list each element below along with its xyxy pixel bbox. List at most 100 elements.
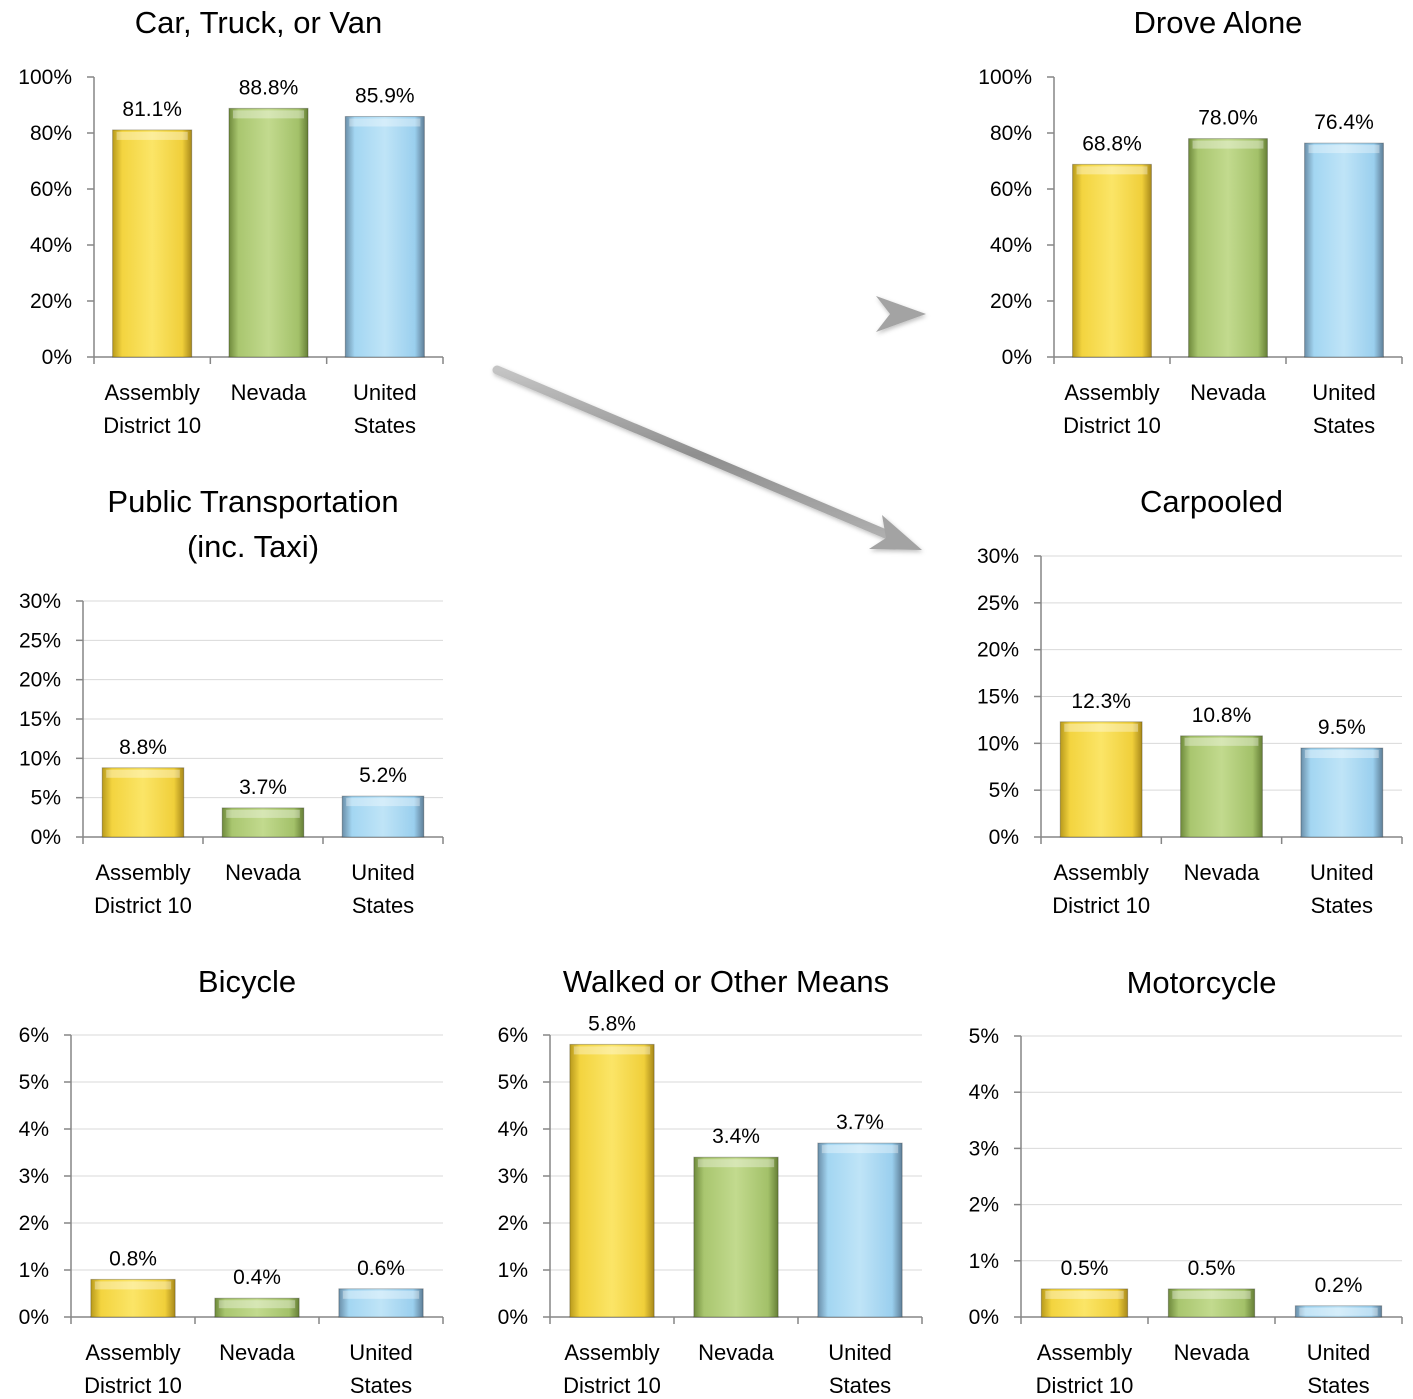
y-tick-label: 3%	[969, 1137, 999, 1160]
data-label: 8.8%	[119, 736, 167, 759]
bar-highlight	[1299, 1307, 1378, 1316]
bar-highlight	[573, 1046, 651, 1055]
y-tick-label: 1%	[969, 1250, 999, 1273]
category-label-united-states: States	[352, 893, 414, 918]
y-tick-label: 60%	[30, 178, 72, 201]
data-label: 76.4%	[1314, 111, 1374, 134]
bar-nevada	[228, 107, 309, 358]
y-tick-label: 25%	[19, 629, 61, 652]
category-label-assembly-district-10: Assembly	[1037, 1340, 1132, 1365]
bar-highlight	[232, 110, 305, 119]
chart-title: Public Transportation	[107, 484, 398, 519]
y-tick-label: 4%	[498, 1118, 528, 1141]
y-tick-label: 1%	[498, 1259, 528, 1282]
chart-car-truck-van: Car, Truck, or Van 0% 20% 40% 60% 80% 100% 81.1…	[18, 5, 444, 438]
bar-nevada	[1188, 138, 1268, 358]
y-tick-label: 0%	[31, 826, 61, 849]
category-label-assembly-district-10: Assembly	[564, 1340, 659, 1365]
data-label: 88.8%	[239, 76, 299, 99]
category-label-nevada: Nevada	[225, 860, 302, 885]
category-label-nevada: Nevada	[698, 1340, 775, 1365]
bar-assembly-district-10	[1059, 721, 1143, 838]
arrow-to-carpooled	[492, 365, 922, 550]
bar-nevada	[1167, 1288, 1256, 1318]
data-label: 0.4%	[233, 1266, 281, 1289]
y-tick-label: 5%	[31, 787, 61, 810]
y-tick-label: 100%	[978, 66, 1032, 89]
bar-highlight	[349, 118, 421, 127]
bar-united-states	[1304, 142, 1384, 358]
y-tick-label: 2%	[498, 1212, 528, 1235]
category-label-united-states: United	[1307, 1340, 1371, 1365]
category-label-assembly-district-10: District 10	[84, 1373, 182, 1398]
y-tick-label: 2%	[969, 1194, 999, 1217]
data-label: 68.8%	[1082, 132, 1142, 155]
data-label: 0.8%	[109, 1247, 157, 1270]
data-label: 0.6%	[357, 1257, 405, 1280]
category-label-united-states: United	[1312, 380, 1376, 405]
y-tick-label: 6%	[498, 1024, 528, 1047]
bar-assembly-district-10	[90, 1278, 176, 1318]
category-label-nevada: Nevada	[219, 1340, 296, 1365]
bar-united-states	[1294, 1305, 1383, 1318]
y-tick-label: 4%	[19, 1118, 49, 1141]
y-tick-label: 20%	[30, 290, 72, 313]
data-label: 85.9%	[355, 84, 415, 107]
y-tick-label: 25%	[977, 592, 1019, 615]
chart-title: Drove Alone	[1134, 5, 1303, 40]
data-label: 5.8%	[588, 1012, 636, 1035]
bar-assembly-district-10	[1040, 1288, 1129, 1318]
y-tick-label: 20%	[977, 639, 1019, 662]
y-tick-label: 20%	[19, 669, 61, 692]
y-tick-label: 5%	[989, 779, 1019, 802]
y-tick-label: 100%	[18, 66, 72, 89]
bar-highlight	[1304, 750, 1379, 759]
category-label-united-states: States	[350, 1373, 412, 1398]
bar-united-states	[1300, 747, 1384, 838]
data-label: 3.4%	[712, 1125, 760, 1148]
bar-united-states	[344, 115, 425, 358]
chart-drove-alone: Drove Alone 0% 20% 40% 60% 80% 100% 68.8% Assemb…	[978, 5, 1403, 438]
y-tick-label: 5%	[969, 1025, 999, 1048]
category-label-assembly-district-10: Assembly	[95, 860, 190, 885]
y-tick-label: 15%	[19, 708, 61, 731]
bar-highlight	[1172, 1290, 1251, 1299]
category-label-united-states: United	[828, 1340, 892, 1365]
category-label-assembly-district-10: Assembly	[1064, 380, 1159, 405]
bar-highlight	[94, 1281, 172, 1290]
category-label-nevada: Nevada	[1190, 380, 1267, 405]
category-label-united-states: United	[351, 860, 415, 885]
arrow-to-drove-alone	[492, 296, 926, 332]
y-tick-label: 10%	[977, 732, 1019, 755]
y-tick-label: 0%	[989, 826, 1019, 849]
bar-highlight	[1045, 1290, 1124, 1299]
data-label: 0.2%	[1315, 1274, 1363, 1297]
y-tick-label: 40%	[30, 234, 72, 257]
category-label-nevada: Nevada	[231, 380, 308, 405]
chart-title: Car, Truck, or Van	[135, 5, 383, 40]
y-tick-label: 0%	[969, 1306, 999, 1329]
category-label-united-states: States	[1311, 893, 1373, 918]
data-label: 78.0%	[1198, 107, 1258, 130]
bar-united-states	[817, 1142, 903, 1318]
bar-highlight	[346, 798, 420, 807]
flow-arrows	[492, 296, 926, 550]
category-label-united-states: United	[1310, 860, 1374, 885]
y-tick-label: 3%	[19, 1165, 49, 1188]
bar-united-states	[341, 795, 425, 838]
y-tick-label: 0%	[19, 1306, 49, 1329]
category-label-assembly-district-10: District 10	[563, 1373, 661, 1398]
data-label: 0.5%	[1061, 1257, 1109, 1280]
category-label-assembly-district-10: District 10	[1052, 893, 1150, 918]
data-label: 9.5%	[1318, 716, 1366, 739]
y-tick-label: 40%	[990, 234, 1032, 257]
category-label-united-states: States	[354, 413, 416, 438]
chart-title: Carpooled	[1140, 484, 1283, 519]
data-label: 10.8%	[1192, 704, 1252, 727]
y-tick-label: 80%	[30, 122, 72, 145]
bar-assembly-district-10	[569, 1043, 655, 1318]
bar-highlight	[1308, 145, 1380, 154]
chart-public-transportation: Public Transportation (inc. Taxi) 0% 5% 10% 1…	[19, 484, 444, 918]
y-tick-label: 0%	[498, 1306, 528, 1329]
